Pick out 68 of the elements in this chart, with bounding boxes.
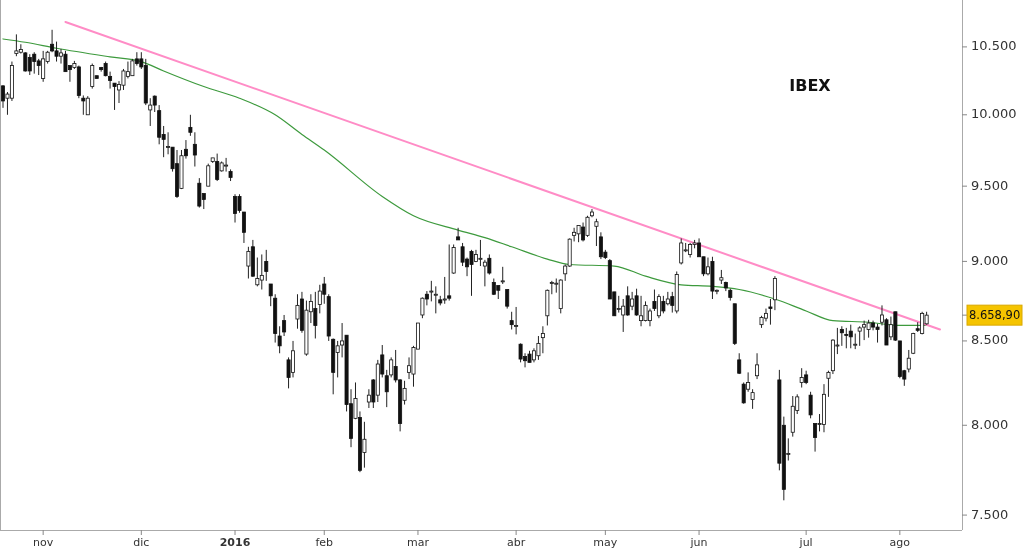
candlestick xyxy=(505,289,510,310)
x-tick-label: nov xyxy=(33,536,54,549)
candlestick xyxy=(813,423,818,453)
candlestick xyxy=(85,95,90,116)
candlestick xyxy=(268,283,273,307)
y-tick-label: 10.500 xyxy=(971,38,1017,54)
text: IBEX xyxy=(789,76,832,95)
candlestick xyxy=(433,285,438,314)
candlestick xyxy=(799,367,804,389)
y-tick-label: 8.500 xyxy=(971,332,1009,348)
candlestick xyxy=(594,218,599,247)
candlestick xyxy=(442,276,447,305)
candlestick xyxy=(148,97,153,127)
candlestick xyxy=(241,211,246,244)
candlestick xyxy=(206,163,211,187)
candlestick xyxy=(772,275,777,311)
candlestick xyxy=(652,289,657,312)
x-tick-label: may xyxy=(593,536,618,549)
x-tick-label: jul xyxy=(798,536,813,549)
x-tick-label: jun xyxy=(689,536,708,549)
y-tick-label: 10.000 xyxy=(971,106,1017,122)
candlestick xyxy=(54,41,59,63)
candlestick xyxy=(295,293,300,330)
x-tick-label: ago xyxy=(889,536,911,549)
y-tick-label: 9.500 xyxy=(971,177,1009,193)
candlestick xyxy=(264,249,269,282)
candlestick xyxy=(14,33,19,57)
candlestick xyxy=(246,246,251,279)
y-tick-label: 9.000 xyxy=(971,252,1009,268)
candlestick xyxy=(23,51,28,73)
candlestick xyxy=(81,94,86,116)
candlestick xyxy=(255,257,260,287)
candlestick xyxy=(478,239,483,267)
candlestick xyxy=(808,391,813,419)
candlestick xyxy=(237,193,242,214)
candlestick xyxy=(585,215,590,238)
y-tick-label: 8.000 xyxy=(971,416,1009,432)
candlestick xyxy=(826,370,831,398)
candlestick xyxy=(469,249,474,297)
candlestick xyxy=(362,421,367,469)
candlestick xyxy=(90,63,95,90)
candlestick xyxy=(518,342,523,363)
candlestick xyxy=(848,324,853,349)
x-tick-label: feb xyxy=(315,536,334,549)
candlestick xyxy=(322,276,327,305)
candlestick xyxy=(192,131,197,168)
candlestick xyxy=(844,327,849,349)
candlestick xyxy=(755,352,760,380)
candlestick xyxy=(839,325,844,347)
candlestick xyxy=(259,253,264,290)
candlestick xyxy=(750,388,755,410)
candlestick xyxy=(857,325,862,347)
candlestick xyxy=(460,242,465,267)
candlestick xyxy=(27,53,32,76)
candlestick xyxy=(621,298,626,333)
candlestick xyxy=(32,51,37,75)
candlestick xyxy=(447,243,452,302)
x-tick-label: 2016 xyxy=(219,536,251,549)
candlestick xyxy=(540,325,545,354)
x-tick-label: mar xyxy=(406,536,430,549)
x-tick-label: dic xyxy=(133,536,150,549)
candlestick xyxy=(875,323,880,344)
y-tick-label: 7.500 xyxy=(971,506,1009,522)
text: 8.658,90 xyxy=(969,307,1021,322)
candlestick xyxy=(679,237,684,265)
candlestick xyxy=(197,177,202,209)
candlestick xyxy=(456,227,461,241)
x-tick-label: abr xyxy=(506,536,526,549)
